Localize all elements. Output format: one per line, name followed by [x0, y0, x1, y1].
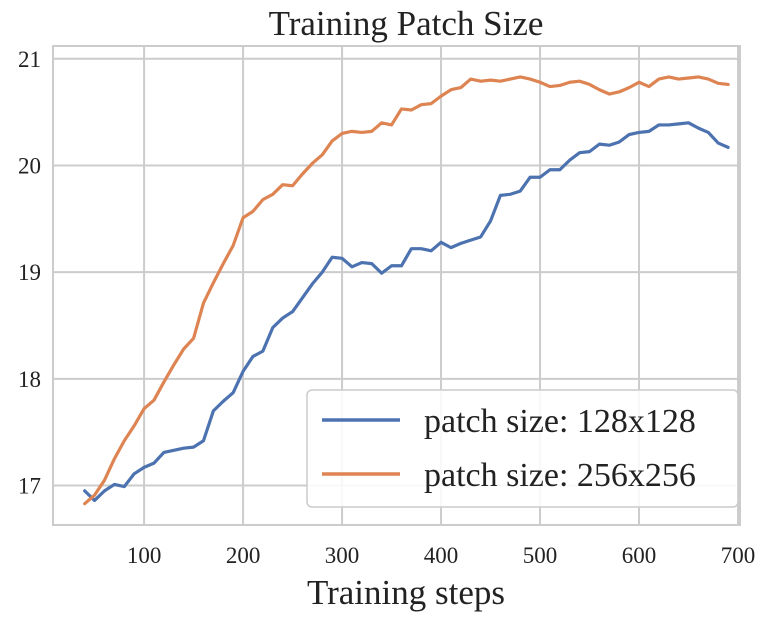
- x-tick-label-300: 300: [325, 543, 360, 568]
- y-tick-label-21: 21: [18, 47, 41, 72]
- series-line-2: [83, 75, 730, 506]
- x-tick-label-200: 200: [226, 543, 261, 568]
- x-axis-label: Training steps: [307, 573, 505, 612]
- y-tick-label-17: 17: [18, 474, 41, 499]
- legend-label-series-2: patch size: 256x256: [424, 457, 696, 494]
- chart-title: Training Patch Size: [269, 4, 544, 43]
- y-tick-label-19: 19: [18, 260, 41, 285]
- x-tick-label-600: 600: [622, 543, 657, 568]
- y-tick-labels: 17 18 19 20 21: [18, 47, 41, 499]
- legend-box: [306, 389, 739, 508]
- legend: patch size: 128x128 patch size: 256x256: [306, 389, 739, 508]
- grid-lines: [53, 46, 740, 525]
- x-tick-label-500: 500: [523, 543, 558, 568]
- x-tick-label-700: 700: [721, 543, 756, 568]
- x-tick-label-100: 100: [127, 543, 162, 568]
- series-line-1: [83, 121, 730, 503]
- y-tick-label-18: 18: [18, 367, 41, 392]
- legend-label-series-1: patch size: 128x128: [424, 403, 696, 440]
- y-tick-label-20: 20: [18, 153, 41, 178]
- series-group: [83, 75, 730, 506]
- x-tick-label-400: 400: [424, 543, 459, 568]
- plot-frame: [52, 45, 741, 526]
- x-tick-labels: 100 200 300 400 500 600 700: [127, 543, 755, 568]
